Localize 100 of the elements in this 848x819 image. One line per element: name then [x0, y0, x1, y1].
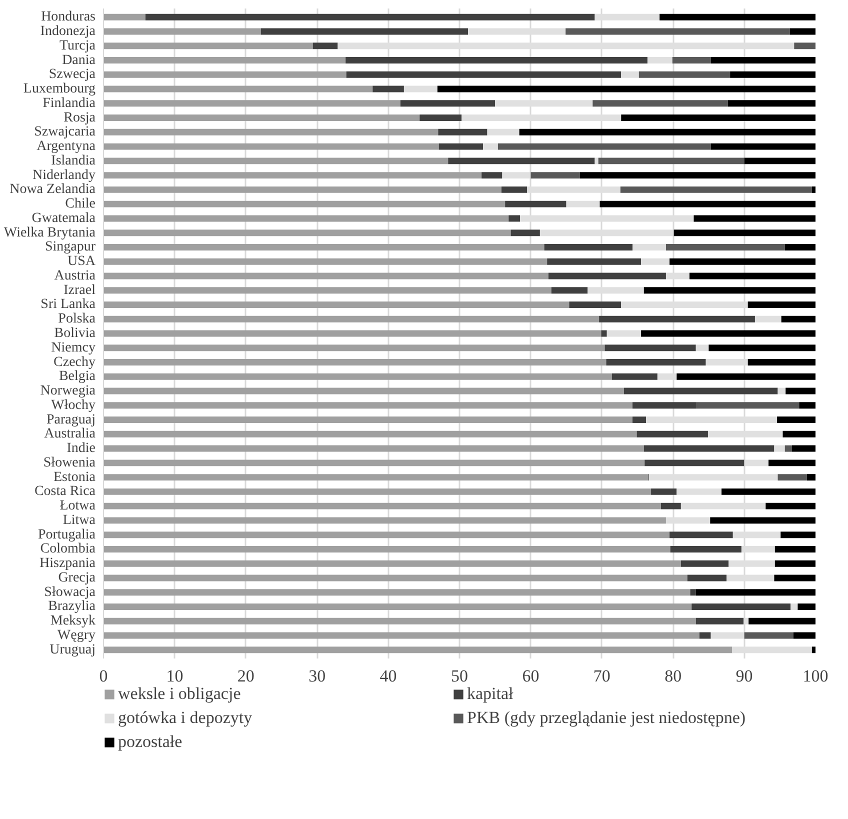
y-tick-label: Bolivia [54, 326, 96, 341]
y-tick-label: Grecja [58, 570, 96, 586]
bar [604, 344, 696, 352]
bar [774, 560, 816, 567]
bar [527, 186, 620, 193]
y-tick-label: Słowenia [43, 455, 96, 470]
bar [676, 373, 816, 380]
bar [104, 488, 652, 495]
bar [104, 344, 605, 352]
bar [544, 244, 633, 250]
bar [104, 272, 548, 280]
bar [748, 302, 816, 308]
bar [482, 172, 502, 179]
bar [372, 86, 404, 92]
x-tick-label: 80 [664, 666, 682, 686]
y-tick-label: Singapur [44, 240, 96, 255]
bar [699, 632, 711, 639]
bar [612, 373, 658, 380]
y-tick-label: Szwajcaria [34, 124, 96, 140]
y-tick-label: Rosja [64, 110, 96, 126]
y-tick-label: Estonia [54, 470, 96, 485]
y-tick-label: Hiszpania [40, 556, 96, 572]
bar [774, 445, 785, 452]
bar [798, 603, 816, 610]
x-tick-label: 50 [451, 666, 468, 686]
y-tick-label: Niderlandy [32, 168, 96, 183]
bar [104, 646, 732, 654]
bar [636, 430, 708, 438]
y-tick-label: Norwegia [40, 384, 96, 399]
bar [104, 359, 606, 366]
y-tick-label: Łotwa [60, 498, 96, 514]
bar [104, 230, 511, 236]
bar [599, 316, 755, 322]
y-tick-label: Izrael [64, 282, 96, 298]
bar [438, 143, 483, 150]
bar [551, 287, 588, 294]
bar [510, 230, 540, 236]
bar [792, 445, 816, 452]
bar [620, 186, 812, 193]
bar [696, 402, 800, 409]
y-tick-label: Słowacja [44, 584, 96, 600]
bar [104, 57, 346, 64]
bar [462, 114, 622, 122]
bar [104, 143, 439, 150]
bar [104, 86, 373, 92]
bar [632, 402, 697, 409]
bar [638, 71, 730, 78]
bar [104, 244, 544, 250]
y-tick-label: Australia [44, 426, 96, 442]
bar [768, 460, 816, 466]
y-tick-label: Dania [62, 52, 96, 68]
bar [498, 143, 711, 150]
bar [672, 57, 711, 64]
bar [748, 359, 816, 366]
bar [104, 100, 400, 107]
bar [754, 316, 782, 322]
bar [104, 128, 438, 136]
bar [104, 430, 637, 438]
bar [104, 445, 644, 452]
bar [495, 100, 593, 107]
bar [104, 618, 696, 624]
bar [680, 560, 729, 567]
bar [601, 330, 607, 337]
y-tick-label: Czechy [54, 354, 96, 370]
bar [104, 258, 548, 265]
bar [621, 114, 816, 122]
bar [580, 172, 816, 179]
y-tick-label: Sri Lanka [40, 297, 96, 312]
bar [606, 330, 642, 337]
legend-label: kapitał [467, 684, 514, 704]
bar [790, 603, 798, 610]
y-tick-label: Litwa [62, 512, 96, 528]
bar [502, 186, 528, 193]
bar [666, 272, 690, 280]
bar [766, 502, 816, 510]
bar [346, 57, 648, 64]
bar [748, 618, 816, 624]
bar [774, 574, 816, 582]
y-tick-label: Brazylia [48, 599, 96, 614]
y-tick-label: Chile [65, 196, 96, 212]
bar [644, 287, 816, 294]
bar [687, 574, 726, 582]
bar [487, 128, 520, 136]
bar [694, 215, 816, 222]
bar [588, 287, 644, 294]
bar [670, 258, 816, 265]
bar [468, 28, 566, 35]
y-tick-label: Gwatemala [32, 210, 96, 226]
bar [670, 546, 742, 552]
bar [641, 330, 816, 337]
bar [774, 546, 816, 552]
bar [812, 186, 816, 193]
bar [540, 230, 674, 236]
bar [104, 14, 146, 20]
bar [624, 388, 778, 394]
bar [104, 402, 633, 409]
y-tick-label: Polska [58, 312, 96, 327]
bar [696, 344, 709, 352]
bar [660, 14, 816, 20]
bar [594, 158, 598, 164]
